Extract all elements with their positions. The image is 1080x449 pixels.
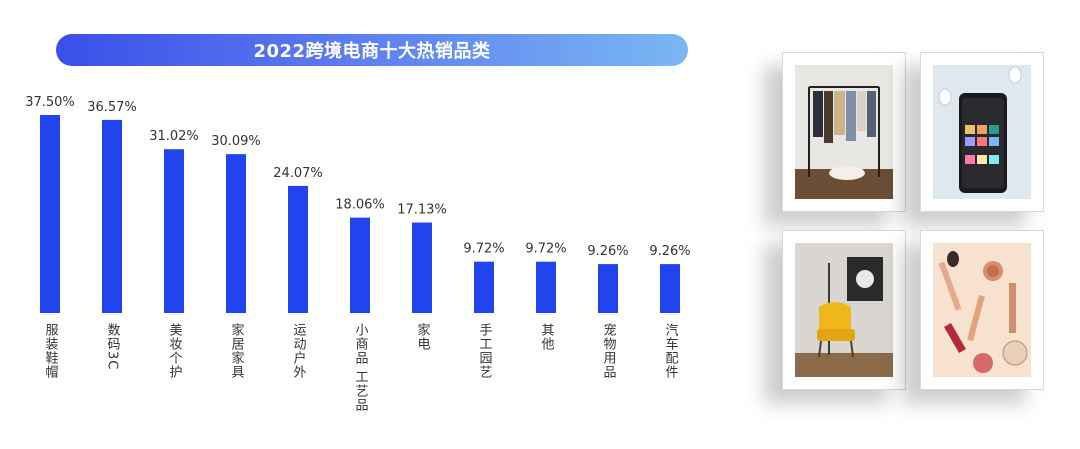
armchair-icon	[795, 243, 893, 377]
bar-7	[474, 261, 494, 313]
category-label-8: 其他	[539, 323, 555, 351]
category-label-1: 数码3C	[105, 323, 121, 370]
cosmetics-photo	[920, 230, 1044, 390]
data-label-6: 17.13%	[397, 203, 447, 218]
category-label-3: 家居家具	[229, 322, 245, 379]
clothing-rack-photo	[782, 52, 906, 212]
bar-8	[536, 261, 556, 313]
clothing-rack-icon	[795, 65, 893, 199]
data-label-0: 37.50%	[25, 95, 75, 110]
bar-1	[102, 119, 122, 313]
bar-0	[40, 115, 60, 313]
bar-3	[226, 154, 246, 313]
smartphone-earbuds-photo	[920, 52, 1044, 212]
category-label-5: 小商品 工艺品	[353, 323, 369, 412]
bar-4	[288, 185, 308, 313]
data-label-5: 18.06%	[335, 198, 385, 213]
chart-title: 2022跨境电商十大热销品类	[253, 41, 491, 62]
category-label-6: 家电	[415, 322, 431, 351]
title-banner: 2022跨境电商十大热销品类	[56, 34, 688, 66]
data-label-2: 31.02%	[149, 129, 199, 144]
bar-2	[164, 149, 184, 313]
smartphone-icon	[933, 65, 1031, 199]
data-label-10: 9.26%	[649, 244, 690, 259]
category-label-10: 汽车配件	[663, 323, 679, 379]
category-label-9: 宠物用品	[601, 322, 617, 379]
data-label-7: 9.72%	[463, 242, 504, 257]
category-label-0: 服装鞋帽	[43, 323, 59, 379]
data-label-1: 36.57%	[87, 100, 137, 115]
bar-9	[598, 264, 618, 313]
yellow-armchair-photo	[782, 230, 906, 390]
category-label-4: 运动户外	[291, 323, 307, 379]
category-label-2: 美妆个护	[167, 323, 183, 379]
data-label-3: 30.09%	[211, 134, 261, 149]
bar-6	[412, 222, 432, 313]
data-label-9: 9.26%	[587, 244, 628, 259]
bar-5	[350, 217, 370, 313]
photo-panel	[720, 40, 1080, 410]
bar-chart: 37.50% 服装鞋帽 36.57% 数码3C 31.02% 美妆个护 30.09% 家居家具…	[25, 95, 690, 412]
category-label-7: 手工园艺	[477, 323, 493, 379]
data-label-8: 9.72%	[525, 242, 566, 257]
data-label-4: 24.07%	[273, 166, 323, 181]
bar-10	[660, 264, 680, 313]
cosmetics-icon	[933, 243, 1031, 377]
